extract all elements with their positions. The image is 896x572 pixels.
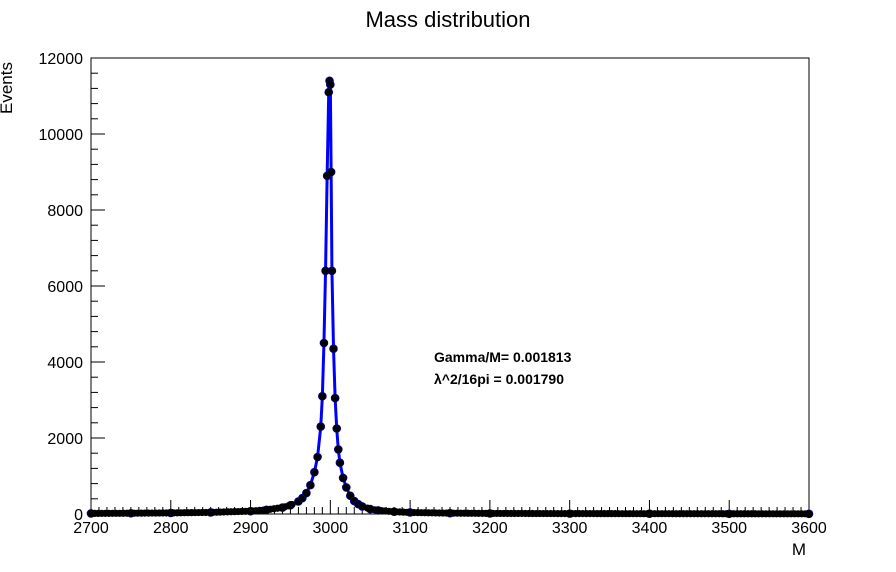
y-tick-label: 12000 xyxy=(39,51,84,68)
x-tick-label: 3200 xyxy=(472,520,508,537)
data-point xyxy=(341,483,351,492)
fit-curve xyxy=(90,79,810,516)
x-axis-label: M xyxy=(792,540,806,559)
y-tick-label: 10000 xyxy=(39,127,84,144)
y-axis: 0 2000 4000 6000 8000 10000 12000 xyxy=(39,51,105,524)
data-point xyxy=(316,422,326,431)
data-point xyxy=(327,266,337,276)
data-point xyxy=(319,338,329,348)
data-point xyxy=(330,393,340,403)
data-point xyxy=(326,80,335,89)
data-point xyxy=(324,87,334,97)
data-point xyxy=(318,391,327,401)
x-tick-label: 3400 xyxy=(632,520,668,537)
data-point xyxy=(302,488,311,498)
x-tick-label: 2800 xyxy=(153,520,189,537)
x-tick-label: 3300 xyxy=(552,520,588,537)
baseline-point xyxy=(288,500,296,509)
x-tick-label: 3600 xyxy=(791,520,827,537)
plot-frame xyxy=(90,57,810,515)
data-points-layer xyxy=(86,76,814,519)
x-tick-label: 3500 xyxy=(711,520,747,537)
data-point xyxy=(310,467,319,477)
data-point xyxy=(329,344,338,354)
annotation-lambda: λ^2/16pi = 0.001790 xyxy=(434,371,564,387)
data-point xyxy=(313,452,322,462)
x-tick-label: 3100 xyxy=(392,520,428,537)
data-point xyxy=(326,167,336,177)
y-axis-label: Events xyxy=(0,62,16,114)
chart-title: Mass distribution xyxy=(365,7,530,32)
x-tick-label: 2900 xyxy=(233,520,269,537)
x-tick-label: 3000 xyxy=(313,520,349,537)
data-point xyxy=(306,480,315,490)
y-tick-label: 2000 xyxy=(47,431,83,448)
baseline-point xyxy=(805,510,813,518)
data-point xyxy=(332,424,342,433)
x-axis: 2700 2800 2900 3000 3100 3200 3300 3400 3500 3600 xyxy=(73,500,827,537)
annotation-gamma: Gamma/M= 0.001813 xyxy=(434,349,572,365)
y-tick-label: 8000 xyxy=(47,203,83,220)
data-point xyxy=(335,458,345,468)
x-tick-label: 2700 xyxy=(73,520,109,537)
data-point xyxy=(338,473,348,483)
data-point xyxy=(334,445,343,454)
y-tick-label: 6000 xyxy=(47,279,83,296)
fit-curve-layer xyxy=(90,79,810,516)
y-tick-label: 4000 xyxy=(47,355,83,372)
y-tick-label: 0 xyxy=(74,507,83,524)
